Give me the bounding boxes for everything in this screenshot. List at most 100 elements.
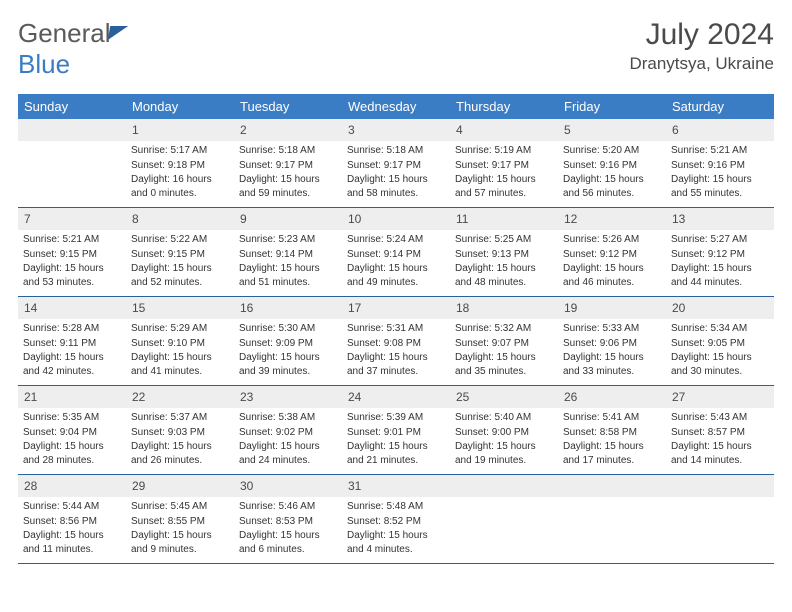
weekday-header: Sunday [18,94,126,119]
cell-body: Sunrise: 5:43 AMSunset: 8:57 PMDaylight:… [666,408,774,473]
daylight-line: Daylight: 15 hours and 46 minutes. [563,262,661,289]
sunrise-line: Sunrise: 5:27 AM [671,233,769,247]
cell-body: Sunrise: 5:37 AMSunset: 9:03 PMDaylight:… [126,408,234,473]
cell-body: Sunrise: 5:35 AMSunset: 9:04 PMDaylight:… [18,408,126,473]
cell-body: Sunrise: 5:21 AMSunset: 9:16 PMDaylight:… [666,141,774,206]
cell-body: Sunrise: 5:33 AMSunset: 9:06 PMDaylight:… [558,319,666,384]
date-number: 21 [18,386,126,408]
daylight-line: Daylight: 15 hours and 49 minutes. [347,262,445,289]
sunset-line: Sunset: 9:15 PM [131,248,229,262]
calendar-cell: 15Sunrise: 5:29 AMSunset: 9:10 PMDayligh… [126,297,234,385]
date-number: 27 [666,386,774,408]
date-number [450,475,558,497]
date-number: 17 [342,297,450,319]
date-number: 18 [450,297,558,319]
daylight-line: Daylight: 15 hours and 37 minutes. [347,351,445,378]
daylight-line: Daylight: 15 hours and 56 minutes. [563,173,661,200]
sunset-line: Sunset: 9:12 PM [671,248,769,262]
cell-body: Sunrise: 5:30 AMSunset: 9:09 PMDaylight:… [234,319,342,384]
weekday-header-row: Sunday Monday Tuesday Wednesday Thursday… [18,94,774,119]
calendar-cell [450,475,558,563]
weekday-header: Friday [558,94,666,119]
cell-body: Sunrise: 5:44 AMSunset: 8:56 PMDaylight:… [18,497,126,562]
daylight-line: Daylight: 15 hours and 58 minutes. [347,173,445,200]
date-number [666,475,774,497]
logo-text-general: General [18,18,111,48]
cell-body: Sunrise: 5:32 AMSunset: 9:07 PMDaylight:… [450,319,558,384]
calendar-cell: 10Sunrise: 5:24 AMSunset: 9:14 PMDayligh… [342,208,450,296]
month-title: July 2024 [629,18,774,52]
weeks-container: 1Sunrise: 5:17 AMSunset: 9:18 PMDaylight… [18,119,774,564]
calendar-cell: 24Sunrise: 5:39 AMSunset: 9:01 PMDayligh… [342,386,450,474]
date-number: 7 [18,208,126,230]
sunrise-line: Sunrise: 5:20 AM [563,144,661,158]
date-number: 11 [450,208,558,230]
date-number: 16 [234,297,342,319]
sunset-line: Sunset: 9:04 PM [23,426,121,440]
cell-body: Sunrise: 5:31 AMSunset: 9:08 PMDaylight:… [342,319,450,384]
weekday-header: Monday [126,94,234,119]
cell-body: Sunrise: 5:34 AMSunset: 9:05 PMDaylight:… [666,319,774,384]
sunrise-line: Sunrise: 5:48 AM [347,500,445,514]
calendar-cell: 31Sunrise: 5:48 AMSunset: 8:52 PMDayligh… [342,475,450,563]
calendar-week-row: 28Sunrise: 5:44 AMSunset: 8:56 PMDayligh… [18,475,774,564]
sunset-line: Sunset: 9:17 PM [455,159,553,173]
sunrise-line: Sunrise: 5:31 AM [347,322,445,336]
daylight-line: Daylight: 15 hours and 52 minutes. [131,262,229,289]
date-number: 4 [450,119,558,141]
cell-body: Sunrise: 5:45 AMSunset: 8:55 PMDaylight:… [126,497,234,562]
sunset-line: Sunset: 9:12 PM [563,248,661,262]
sunrise-line: Sunrise: 5:32 AM [455,322,553,336]
cell-body: Sunrise: 5:18 AMSunset: 9:17 PMDaylight:… [234,141,342,206]
calendar-cell: 16Sunrise: 5:30 AMSunset: 9:09 PMDayligh… [234,297,342,385]
cell-body: Sunrise: 5:38 AMSunset: 9:02 PMDaylight:… [234,408,342,473]
daylight-line: Daylight: 15 hours and 51 minutes. [239,262,337,289]
cell-body: Sunrise: 5:23 AMSunset: 9:14 PMDaylight:… [234,230,342,295]
sunrise-line: Sunrise: 5:44 AM [23,500,121,514]
daylight-line: Daylight: 15 hours and 4 minutes. [347,529,445,556]
daylight-line: Daylight: 16 hours and 0 minutes. [131,173,229,200]
sunset-line: Sunset: 9:09 PM [239,337,337,351]
daylight-line: Daylight: 15 hours and 48 minutes. [455,262,553,289]
daylight-line: Daylight: 15 hours and 14 minutes. [671,440,769,467]
calendar-cell: 8Sunrise: 5:22 AMSunset: 9:15 PMDaylight… [126,208,234,296]
daylight-line: Daylight: 15 hours and 11 minutes. [23,529,121,556]
cell-body: Sunrise: 5:41 AMSunset: 8:58 PMDaylight:… [558,408,666,473]
daylight-line: Daylight: 15 hours and 41 minutes. [131,351,229,378]
calendar-cell: 6Sunrise: 5:21 AMSunset: 9:16 PMDaylight… [666,119,774,207]
cell-body: Sunrise: 5:27 AMSunset: 9:12 PMDaylight:… [666,230,774,295]
sunrise-line: Sunrise: 5:24 AM [347,233,445,247]
weekday-header: Tuesday [234,94,342,119]
sunset-line: Sunset: 9:11 PM [23,337,121,351]
calendar-cell: 11Sunrise: 5:25 AMSunset: 9:13 PMDayligh… [450,208,558,296]
calendar-week-row: 21Sunrise: 5:35 AMSunset: 9:04 PMDayligh… [18,386,774,475]
daylight-line: Daylight: 15 hours and 42 minutes. [23,351,121,378]
daylight-line: Daylight: 15 hours and 26 minutes. [131,440,229,467]
sunrise-line: Sunrise: 5:33 AM [563,322,661,336]
sunrise-line: Sunrise: 5:35 AM [23,411,121,425]
sunset-line: Sunset: 8:56 PM [23,515,121,529]
sunrise-line: Sunrise: 5:41 AM [563,411,661,425]
daylight-line: Daylight: 15 hours and 44 minutes. [671,262,769,289]
calendar-cell: 17Sunrise: 5:31 AMSunset: 9:08 PMDayligh… [342,297,450,385]
cell-body: Sunrise: 5:22 AMSunset: 9:15 PMDaylight:… [126,230,234,295]
date-number: 19 [558,297,666,319]
sunrise-line: Sunrise: 5:39 AM [347,411,445,425]
calendar-cell: 18Sunrise: 5:32 AMSunset: 9:07 PMDayligh… [450,297,558,385]
sunrise-line: Sunrise: 5:25 AM [455,233,553,247]
sunrise-line: Sunrise: 5:23 AM [239,233,337,247]
sunset-line: Sunset: 9:17 PM [347,159,445,173]
sunrise-line: Sunrise: 5:37 AM [131,411,229,425]
cell-body: Sunrise: 5:24 AMSunset: 9:14 PMDaylight:… [342,230,450,295]
date-number: 23 [234,386,342,408]
date-number [558,475,666,497]
calendar-cell: 9Sunrise: 5:23 AMSunset: 9:14 PMDaylight… [234,208,342,296]
daylight-line: Daylight: 15 hours and 19 minutes. [455,440,553,467]
calendar-cell: 2Sunrise: 5:18 AMSunset: 9:17 PMDaylight… [234,119,342,207]
calendar-cell: 27Sunrise: 5:43 AMSunset: 8:57 PMDayligh… [666,386,774,474]
sunset-line: Sunset: 9:07 PM [455,337,553,351]
sunset-line: Sunset: 9:14 PM [347,248,445,262]
sunset-line: Sunset: 9:17 PM [239,159,337,173]
location-label: Dranytsya, Ukraine [629,54,774,74]
date-number: 5 [558,119,666,141]
